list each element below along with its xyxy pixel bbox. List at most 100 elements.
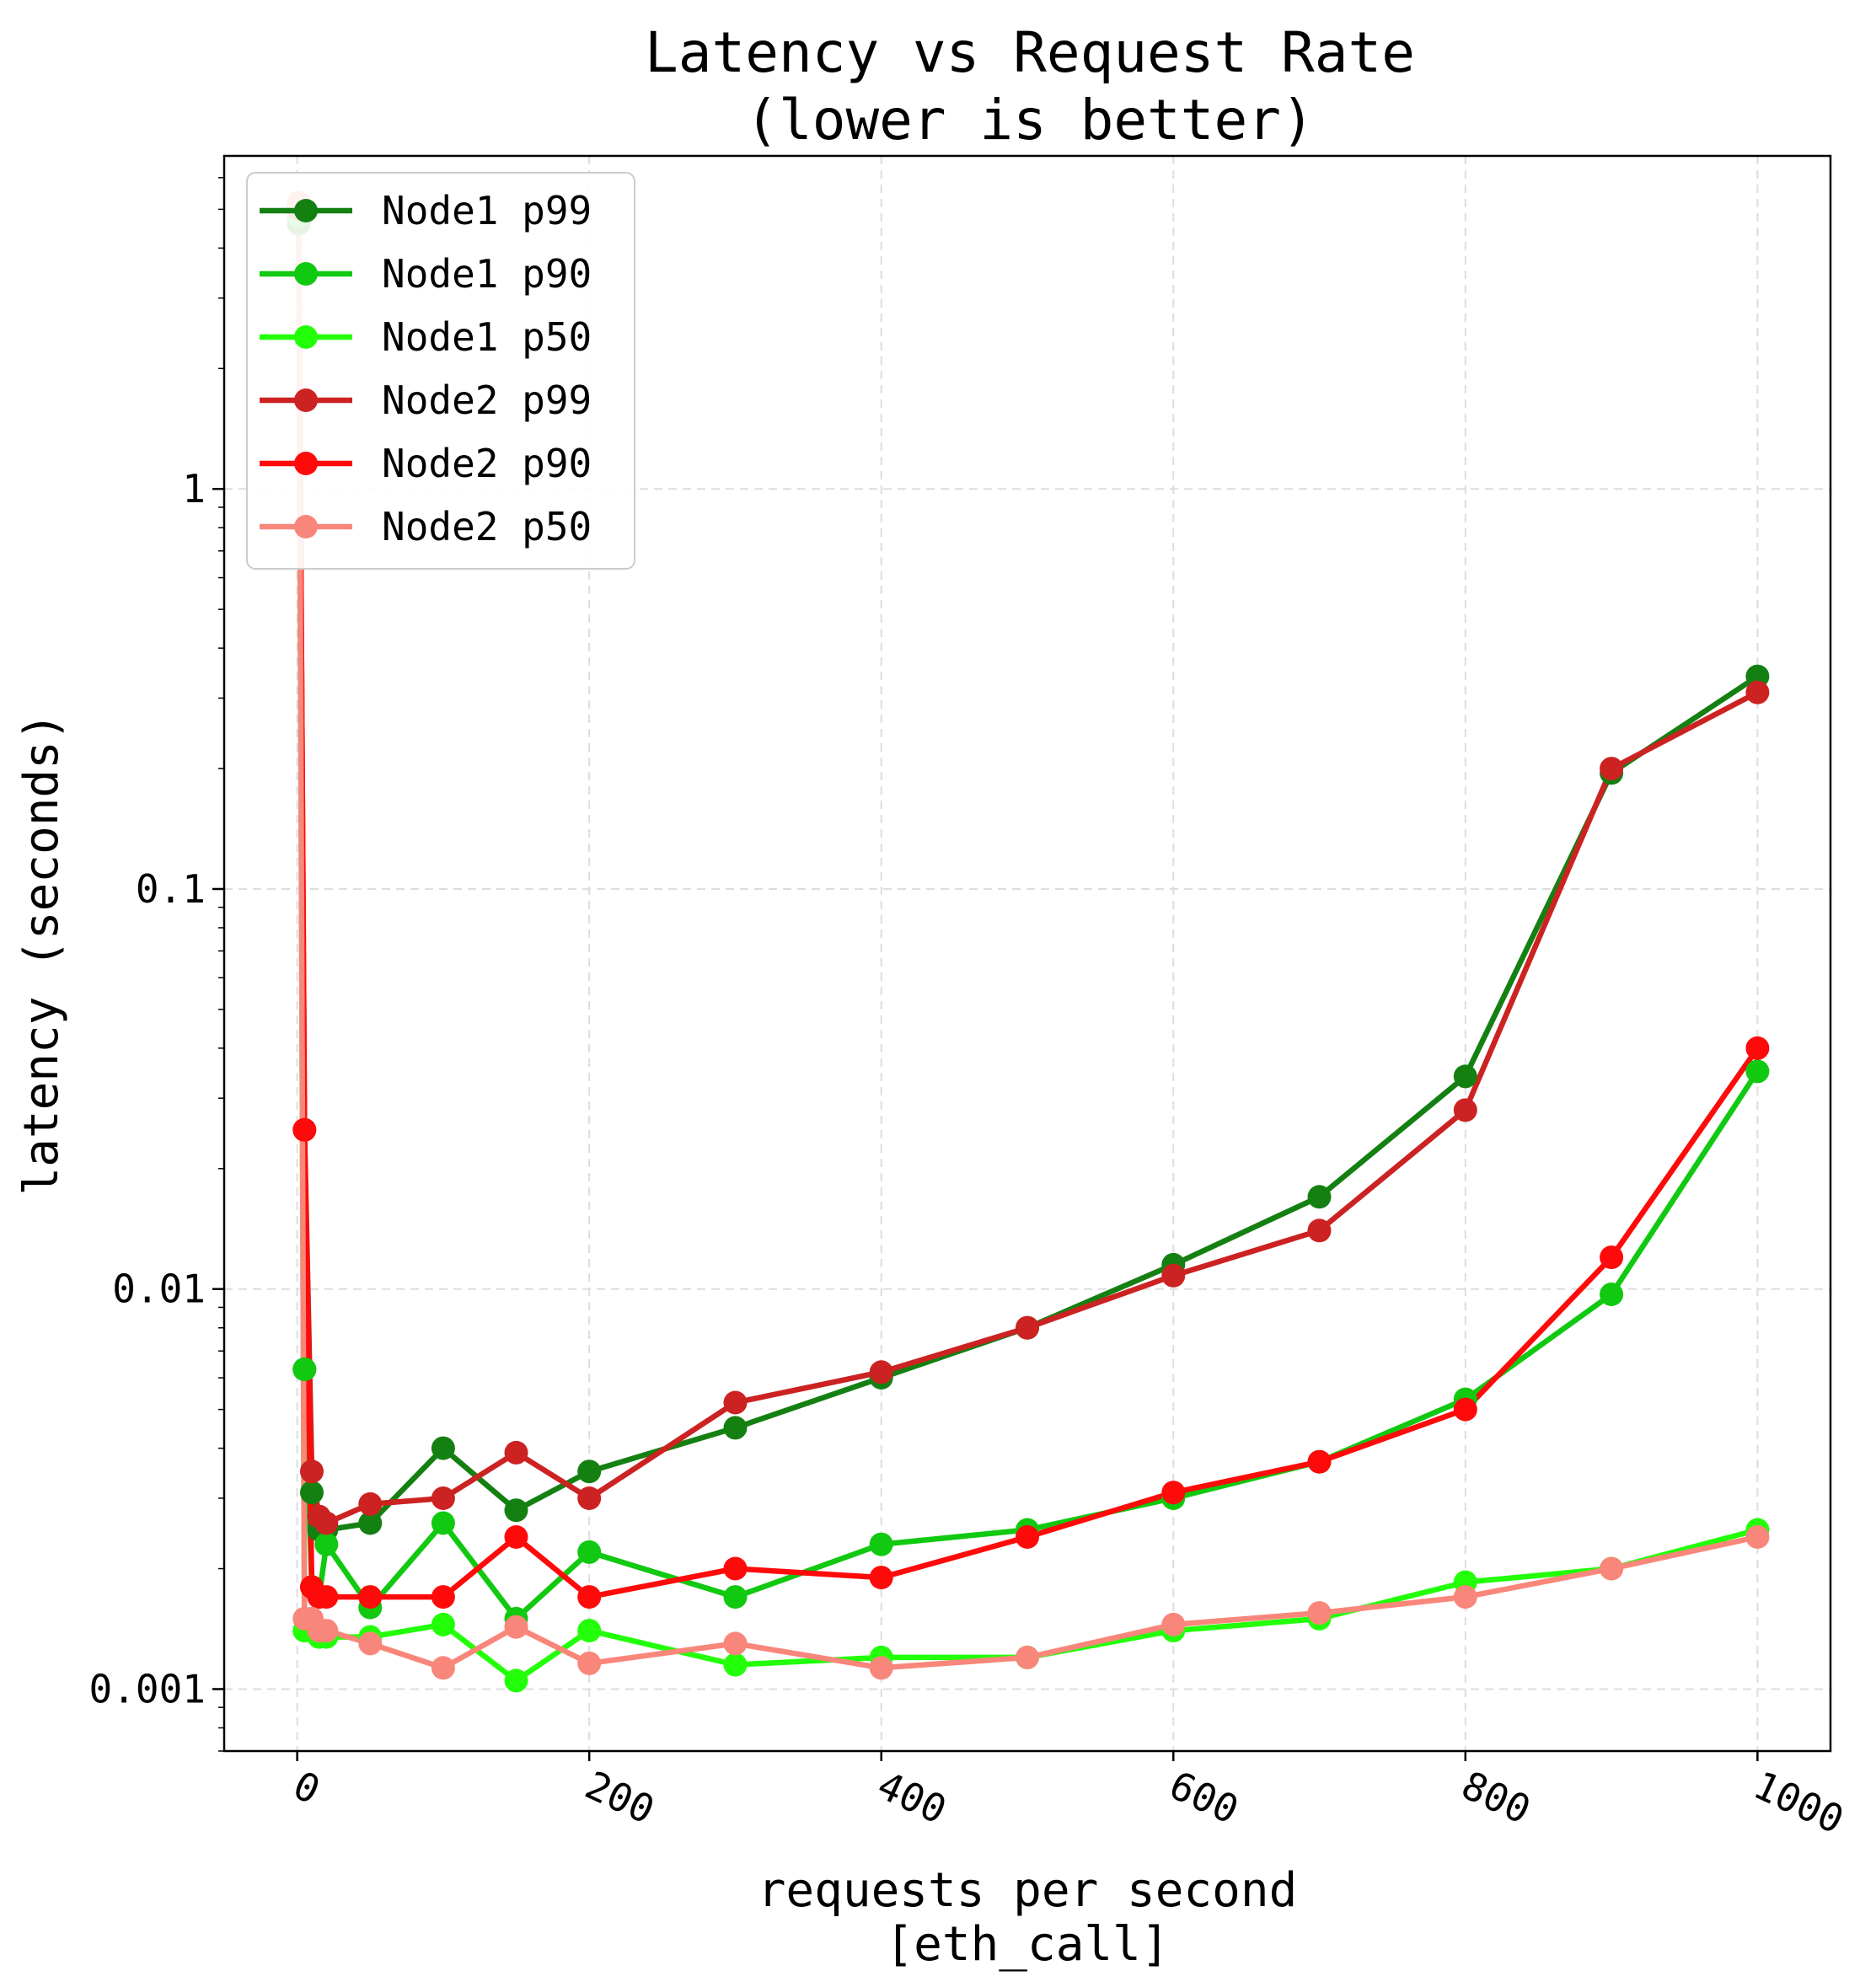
data-point-node2-p50 <box>504 1615 528 1639</box>
data-point-node1-p99 <box>1453 1064 1477 1089</box>
legend-item-node1-p90: Node1 p90 <box>260 251 592 297</box>
data-point-node2-p90 <box>1600 1245 1624 1270</box>
data-point-node2-p99 <box>314 1511 339 1535</box>
legend: Node1 p99 Node1 p90 Node1 p50 Node2 p99 Node… <box>246 172 635 570</box>
data-point-node2-p50 <box>1600 1556 1624 1581</box>
data-point-node2-p50 <box>1016 1645 1039 1669</box>
legend-label: Node2 p50 <box>382 504 592 549</box>
data-point-node2-p99 <box>1307 1218 1332 1243</box>
data-point-node2-p50 <box>723 1631 748 1656</box>
y-tick-label: 1 <box>182 466 206 511</box>
data-point-node2-p50 <box>1745 1525 1770 1549</box>
data-point-node2-p90 <box>869 1566 893 1590</box>
data-point-node1-p50 <box>504 1668 528 1693</box>
data-point-node1-p99 <box>431 1436 455 1460</box>
data-point-node1-p99 <box>1307 1185 1332 1209</box>
data-point-node1-p90 <box>723 1585 748 1609</box>
y-tick-label: 0.001 <box>89 1666 206 1711</box>
data-point-node2-p99 <box>1161 1263 1186 1288</box>
x-axis-label: requests per second <box>758 1863 1298 1918</box>
chart-title: Latency vs Request Rate <box>645 20 1415 85</box>
data-point-node2-p90 <box>1745 1036 1770 1060</box>
data-point-node2-p90 <box>358 1585 383 1609</box>
data-point-node1-p90 <box>292 1358 317 1381</box>
data-point-node2-p50 <box>577 1651 602 1675</box>
data-point-node1-p50 <box>577 1619 602 1643</box>
data-point-node2-p50 <box>1453 1585 1477 1609</box>
x-tick-label: 400 <box>871 1762 953 1833</box>
x-tick-label: 1000 <box>1747 1762 1851 1843</box>
plot-frame <box>222 154 1832 1753</box>
data-point-node2-p99 <box>1016 1315 1039 1340</box>
data-point-node2-p50 <box>314 1619 339 1643</box>
data-point-node1-p50 <box>723 1652 748 1677</box>
data-point-node2-p99 <box>300 1459 324 1484</box>
legend-item-node1-p99: Node1 p99 <box>260 188 592 233</box>
data-point-node2-p50 <box>1307 1601 1332 1625</box>
series-points <box>287 190 1770 1693</box>
data-point-node2-p99 <box>723 1390 748 1415</box>
data-point-node1-p99 <box>723 1416 748 1440</box>
data-point-node2-p99 <box>1600 757 1624 781</box>
series-markers-node2-p99 <box>287 197 1770 1535</box>
legend-swatch-marker <box>294 388 318 412</box>
legend-item-node2-p50: Node2 p50 <box>260 504 592 549</box>
data-point-node2-p99 <box>504 1440 528 1465</box>
y-axis: 1 0.1 0.01 0.001 <box>89 177 224 1752</box>
x-tick-label: 0 <box>287 1762 327 1813</box>
data-point-node2-p90 <box>431 1585 455 1609</box>
data-point-node2-p50 <box>431 1656 455 1680</box>
y-axis-label: latency (seconds) <box>14 712 69 1195</box>
data-point-node2-p99 <box>869 1360 893 1384</box>
legend-label: Node2 p99 <box>382 378 592 423</box>
data-point-node2-p99 <box>358 1492 383 1516</box>
data-point-node1-p90 <box>314 1532 339 1556</box>
legend-item-node2-p99: Node2 p99 <box>260 378 592 423</box>
x-tick-label: 600 <box>1163 1762 1246 1833</box>
data-point-node2-p90 <box>1161 1481 1186 1505</box>
legend-swatch-marker <box>294 262 318 286</box>
data-point-node1-p90 <box>1745 1059 1770 1084</box>
data-point-node1-p90 <box>1600 1283 1624 1306</box>
data-point-node1-p99 <box>300 1481 324 1505</box>
data-point-node2-p90 <box>577 1585 602 1609</box>
data-point-node2-p99 <box>577 1486 602 1510</box>
data-point-node2-p99 <box>1453 1098 1477 1122</box>
legend-label: Node1 p99 <box>382 188 592 233</box>
data-point-node2-p90 <box>292 1117 317 1142</box>
data-point-node2-p50 <box>869 1656 893 1680</box>
y-tick-label: 0.1 <box>136 866 206 912</box>
data-point-node2-p50 <box>1161 1612 1186 1636</box>
data-point-node1-p90 <box>869 1532 893 1556</box>
x-tick-label: 800 <box>1455 1762 1537 1833</box>
x-axis: 0 200 400 600 800 1000 <box>287 1751 1851 1843</box>
legend-swatch-marker <box>294 515 318 538</box>
data-point-node2-p99 <box>431 1486 455 1510</box>
data-point-node2-p90 <box>314 1585 339 1609</box>
legend-swatch-marker <box>294 452 318 475</box>
legend-label: Node1 p50 <box>382 314 592 360</box>
chart-subtitle: (lower is better) <box>745 88 1315 153</box>
data-point-node1-p99 <box>504 1498 528 1523</box>
legend-swatch-marker <box>294 325 318 349</box>
legend-label: Node1 p90 <box>382 251 592 297</box>
data-point-node1-p90 <box>431 1511 455 1535</box>
legend-item-node2-p90: Node2 p90 <box>260 441 592 486</box>
data-point-node2-p90 <box>1307 1449 1332 1474</box>
x-axis-sublabel: [eth_call] <box>885 1917 1169 1972</box>
y-tick-label: 0.01 <box>112 1267 206 1312</box>
legend-item-node1-p50: Node1 p50 <box>260 314 592 360</box>
data-point-node1-p50 <box>431 1612 455 1636</box>
data-point-node2-p99 <box>1745 680 1770 704</box>
legend-label: Node2 p90 <box>382 441 592 486</box>
data-point-node2-p90 <box>1453 1397 1477 1422</box>
series-markers-node2-p90 <box>287 194 1770 1609</box>
data-point-node1-p99 <box>577 1459 602 1484</box>
data-point-node2-p90 <box>723 1556 748 1581</box>
data-point-node1-p90 <box>577 1540 602 1564</box>
data-point-node2-p90 <box>504 1525 528 1549</box>
data-point-node1-p99 <box>358 1511 383 1535</box>
x-tick-label: 200 <box>579 1762 662 1833</box>
legend-swatch-marker <box>294 199 318 222</box>
